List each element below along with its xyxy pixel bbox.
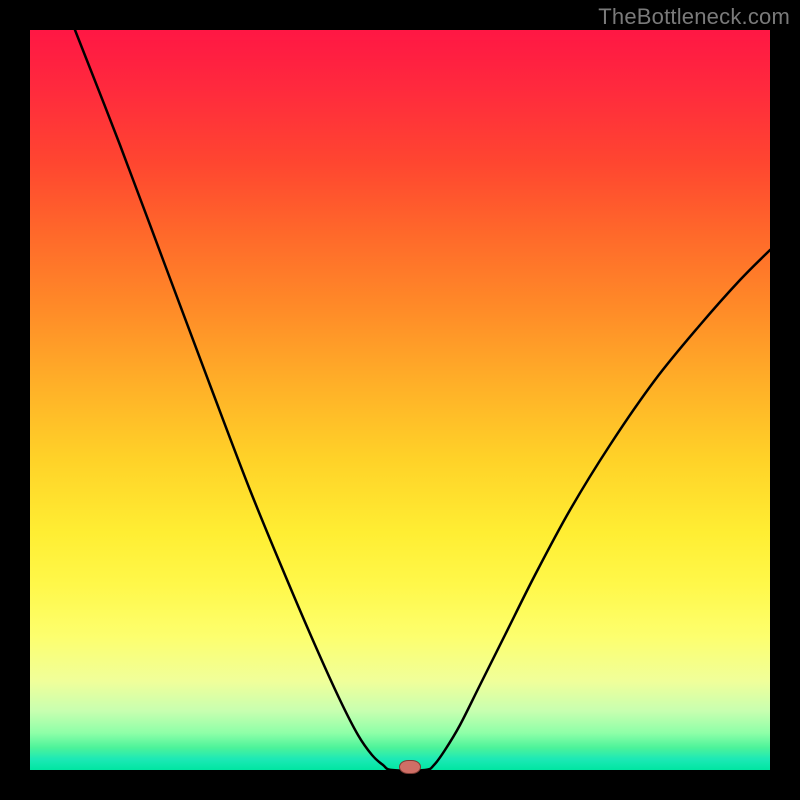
bottleneck-plot [30, 30, 770, 770]
chart-container: TheBottleneck.com [0, 0, 800, 800]
optimum-marker [399, 760, 421, 774]
bottleneck-curve [30, 30, 770, 770]
watermark-text: TheBottleneck.com [598, 4, 790, 30]
